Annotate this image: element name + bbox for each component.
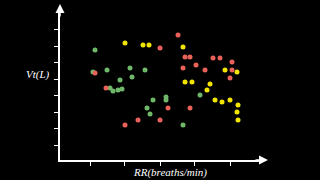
svg-text:RR(breaths/min): RR(breaths/min) (133, 166, 207, 179)
svg-text:Vt(L): Vt(L) (26, 68, 50, 81)
